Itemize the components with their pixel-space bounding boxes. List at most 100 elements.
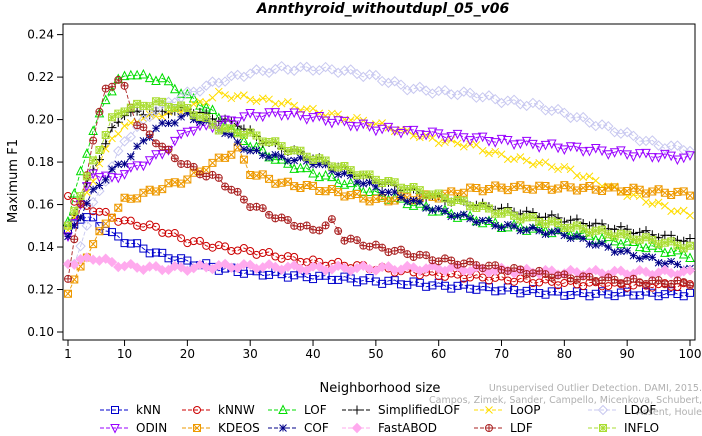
data-point bbox=[194, 86, 206, 97]
data-point bbox=[609, 148, 620, 158]
data-point bbox=[94, 107, 105, 118]
data-point bbox=[144, 111, 155, 123]
data-point bbox=[622, 235, 632, 246]
data-point bbox=[667, 207, 676, 216]
data-point bbox=[258, 249, 267, 258]
data-point bbox=[296, 106, 305, 115]
legend-marker bbox=[279, 424, 287, 432]
data-point bbox=[685, 252, 695, 263]
data-point bbox=[219, 258, 231, 270]
data-point bbox=[183, 109, 192, 118]
data-point bbox=[660, 290, 669, 299]
data-point bbox=[69, 187, 80, 198]
data-point bbox=[421, 130, 431, 141]
legend-item: LOF bbox=[266, 402, 327, 418]
data-point bbox=[642, 233, 651, 242]
y-tick-label: 0.18 bbox=[27, 155, 54, 169]
legend-item: LDF bbox=[472, 420, 533, 436]
data-point bbox=[371, 277, 380, 286]
data-point bbox=[120, 107, 129, 116]
data-point bbox=[397, 193, 405, 202]
data-point bbox=[290, 156, 299, 165]
data-point bbox=[94, 173, 105, 183]
data-point bbox=[114, 75, 123, 84]
data-point bbox=[145, 110, 154, 119]
data-point bbox=[288, 65, 300, 76]
data-point bbox=[202, 113, 211, 122]
data-point bbox=[521, 136, 532, 147]
data-point bbox=[227, 131, 236, 139]
data-point bbox=[82, 172, 91, 181]
y-axis-label: Maximum F1 bbox=[6, 139, 21, 223]
data-point bbox=[320, 169, 331, 180]
data-point bbox=[132, 161, 142, 172]
data-point bbox=[453, 260, 462, 269]
data-point bbox=[579, 173, 588, 182]
data-point bbox=[226, 116, 237, 127]
data-point bbox=[239, 155, 248, 164]
data-point bbox=[227, 124, 236, 133]
citation-line-1: Unsupervised Outlier Detection. DAMI, 20… bbox=[488, 383, 702, 394]
legend-label: INFLO bbox=[624, 421, 660, 435]
data-point bbox=[686, 191, 694, 200]
data-point bbox=[201, 80, 212, 91]
data-point bbox=[490, 138, 501, 148]
legend-marker bbox=[193, 406, 201, 414]
data-point bbox=[441, 207, 449, 216]
data-point bbox=[170, 229, 179, 238]
data-point bbox=[390, 246, 399, 255]
data-point bbox=[685, 234, 695, 244]
data-point bbox=[516, 265, 525, 274]
data-point bbox=[552, 103, 564, 115]
data-point bbox=[277, 142, 286, 151]
data-point bbox=[541, 230, 550, 239]
data-point bbox=[346, 166, 355, 175]
data-point bbox=[546, 227, 557, 238]
data-point bbox=[152, 124, 160, 133]
data-point bbox=[359, 276, 368, 285]
data-point bbox=[629, 274, 638, 283]
data-point bbox=[464, 265, 476, 277]
data-point bbox=[554, 219, 563, 228]
data-point bbox=[144, 156, 155, 166]
data-point bbox=[114, 129, 123, 138]
data-point bbox=[284, 157, 292, 165]
data-point bbox=[540, 140, 551, 151]
data-point bbox=[383, 77, 394, 89]
data-point bbox=[101, 207, 110, 216]
data-point bbox=[590, 120, 601, 132]
data-point bbox=[120, 121, 129, 130]
data-point bbox=[485, 216, 493, 225]
data-point bbox=[95, 227, 104, 236]
data-point bbox=[654, 276, 663, 285]
data-point bbox=[265, 153, 273, 162]
data-point bbox=[433, 263, 444, 274]
data-point bbox=[616, 238, 626, 249]
data-point bbox=[326, 264, 338, 275]
data-point bbox=[427, 206, 438, 216]
data-point bbox=[352, 122, 362, 132]
data-point bbox=[459, 280, 468, 289]
data-point bbox=[158, 97, 167, 106]
data-point bbox=[478, 273, 487, 282]
data-point bbox=[89, 185, 97, 194]
data-point bbox=[177, 234, 186, 243]
data-point bbox=[106, 256, 118, 268]
data-point bbox=[315, 271, 324, 280]
data-point bbox=[684, 145, 696, 157]
citation-text: Unsupervised Outlier Detection. DAMI, 20… bbox=[412, 383, 702, 419]
data-point bbox=[484, 136, 494, 147]
data-point bbox=[390, 127, 399, 136]
data-point bbox=[320, 61, 331, 73]
legend-label: LDF bbox=[510, 421, 533, 435]
legend-marker bbox=[599, 424, 607, 432]
data-point bbox=[579, 234, 588, 243]
data-point bbox=[119, 70, 130, 81]
data-point bbox=[466, 257, 475, 266]
data-point bbox=[447, 212, 456, 221]
data-point bbox=[182, 127, 193, 138]
data-point bbox=[296, 222, 305, 231]
data-point bbox=[220, 115, 230, 126]
data-point bbox=[616, 288, 625, 297]
series-knn bbox=[64, 213, 694, 301]
